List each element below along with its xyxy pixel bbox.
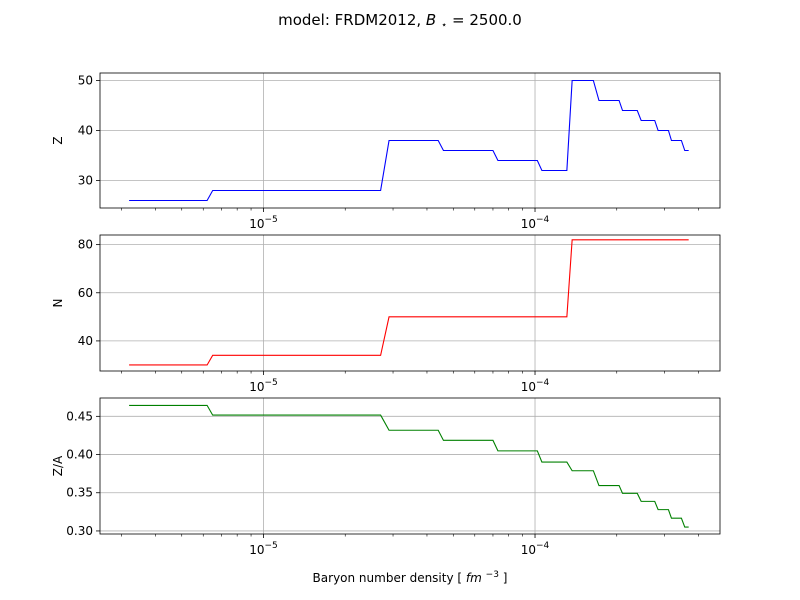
y-tick-label-n-0: 40: [78, 334, 93, 348]
series-line-z: [129, 79, 689, 202]
title-math-b: B: [426, 11, 436, 29]
series-line-za: [129, 404, 689, 528]
y-tick-label-za-3: 0.45: [66, 409, 93, 423]
panel-n: 40 60 80 N 10−5 10−4: [51, 234, 721, 394]
y-tick-label-n-1: 60: [78, 286, 93, 300]
title-value: = 2500.0: [452, 11, 522, 29]
title-math-star: ⋆: [441, 20, 447, 31]
x-tick-label-z-1: 10−4: [521, 215, 550, 231]
x-tick-label-z-0: 10−5: [249, 215, 278, 231]
panel-z: 30 40 50 Z 10−5 10−4: [51, 72, 721, 231]
axes-frame-z: [99, 72, 721, 209]
x-axis-label-unit: fm: [466, 571, 482, 585]
x-axis-label-suffix: ]: [503, 571, 508, 585]
title-prefix: model: FRDM2012,: [278, 11, 426, 29]
figure-title: model: FRDM2012, B ⋆ = 2500.0: [278, 11, 522, 32]
y-axis-label-za: Z/A: [51, 455, 65, 476]
x-tick-label-n-0: 10−5: [249, 378, 278, 394]
axes-frame-za: [99, 397, 721, 535]
y-tick-label-za-1: 0.35: [66, 486, 93, 500]
axes-frame-n: [99, 234, 721, 372]
y-tick-label-za-2: 0.40: [66, 448, 93, 462]
x-axis-label-prefix: Baryon number density [: [313, 571, 463, 585]
y-tick-label-za-0: 0.30: [66, 524, 93, 538]
x-tick-label-za-1: 10−4: [521, 541, 550, 557]
y-tick-label-n-2: 80: [78, 238, 93, 252]
y-axis-label-z: Z: [51, 136, 65, 144]
y-tick-label-z-1: 40: [78, 124, 93, 138]
x-axis-label: Baryon number density [ fm −3 ]: [313, 566, 508, 585]
y-tick-label-z-2: 50: [78, 74, 93, 88]
series-line-n: [129, 239, 689, 366]
y-axis-label-n: N: [51, 299, 65, 308]
x-tick-label-n-1: 10−4: [521, 378, 550, 394]
x-axis-label-exponent: −3: [486, 570, 499, 580]
x-tick-label-za-0: 10−5: [249, 541, 278, 557]
y-tick-label-z-0: 30: [78, 174, 93, 188]
panel-za: 0.30 0.35 0.40 0.45 Z/A 10−5 10−4: [51, 397, 721, 557]
